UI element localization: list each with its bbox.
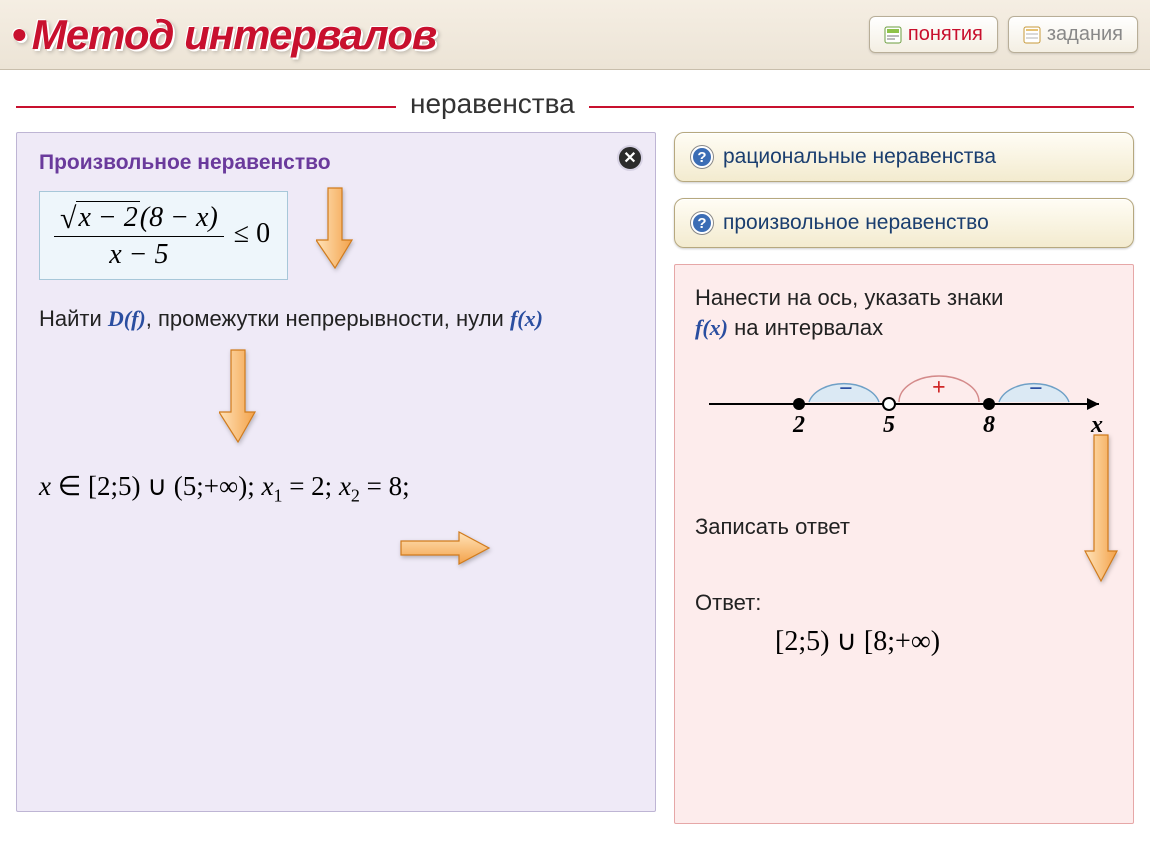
step1-prefix: Найти bbox=[39, 306, 108, 331]
right-column: ? рациональные неравенства ? произвольно… bbox=[674, 132, 1134, 824]
tasks-button[interactable]: задания bbox=[1008, 16, 1138, 53]
answer-value: [2;5) ∪ [8;+∞) bbox=[775, 624, 1115, 658]
inequality-formula: x − 2(8 − x) x − 5 ≤ 0 bbox=[39, 191, 288, 280]
arrow-down-icon bbox=[316, 186, 354, 275]
step-write-answer: Записать ответ bbox=[695, 512, 1115, 542]
arrow-down-2-wrap bbox=[219, 348, 635, 449]
close-icon: ✕ bbox=[623, 148, 636, 168]
formula-relation: ≤ 0 bbox=[231, 218, 273, 249]
svg-text:−: − bbox=[839, 376, 853, 402]
header-bar: •Метод интервалов понятия задания bbox=[0, 0, 1150, 70]
formula-factor: (8 − x) bbox=[140, 202, 218, 233]
nav-rational-label: рациональные неравенства bbox=[723, 145, 996, 169]
plot-suffix: на интервалах bbox=[728, 315, 883, 340]
formula-denominator: x − 5 bbox=[54, 237, 224, 271]
svg-text:8: 8 bbox=[983, 412, 995, 438]
page-title: •Метод интервалов bbox=[12, 11, 859, 59]
nav-arbitrary-label: произвольное неравенство bbox=[723, 211, 989, 235]
sqrt-radicand: x − 2 bbox=[76, 201, 139, 233]
svg-text:2: 2 bbox=[792, 412, 805, 438]
step1-df: D(f) bbox=[108, 306, 146, 331]
arrow-down-3-wrap bbox=[1083, 433, 1119, 588]
title-bullet-icon: • bbox=[12, 11, 26, 58]
plot-fx: f(x) bbox=[695, 315, 728, 340]
problem-panel: ✕ Произвольное неравенство x − 2(8 − x) … bbox=[16, 132, 656, 812]
problem-title: Произвольное неравенство bbox=[39, 151, 635, 175]
step1-fx: f(x) bbox=[510, 306, 543, 331]
svg-text:−: − bbox=[1029, 376, 1043, 402]
tasks-icon bbox=[1023, 26, 1041, 44]
concepts-icon bbox=[884, 26, 902, 44]
arrow-right-wrap bbox=[399, 530, 635, 571]
left-column: ✕ Произвольное неравенство x − 2(8 − x) … bbox=[16, 132, 656, 824]
arrow-right-icon bbox=[399, 530, 491, 571]
help-icon-2: ? bbox=[691, 212, 713, 234]
work-area: ✕ Произвольное неравенство x − 2(8 − x) … bbox=[0, 132, 1150, 840]
step-find-domain: Найти D(f), промежутки непрерывности, ну… bbox=[39, 304, 635, 334]
number-line: − + − 2 5 8 x bbox=[699, 362, 1111, 452]
section-divider: неравенства bbox=[16, 88, 1134, 122]
step1-mid: , промежутки непрерывности, нули bbox=[146, 306, 510, 331]
step-plot-axis: Нанести на ось, указать знаки f(x) на ин… bbox=[695, 283, 1115, 342]
concepts-button[interactable]: понятия bbox=[869, 16, 998, 53]
title-text: Метод интервалов bbox=[32, 11, 437, 58]
help-icon: ? bbox=[691, 146, 713, 168]
svg-text:+: + bbox=[932, 375, 946, 401]
tasks-label: задания bbox=[1047, 23, 1123, 46]
concepts-label: понятия bbox=[908, 23, 983, 46]
plot-line1: Нанести на ось, указать знаки bbox=[695, 285, 1003, 310]
answer-label: Ответ: bbox=[695, 588, 1115, 618]
domain-result: x ∈ [2;5) ∪ (5;+∞); x1 = 2; x2 = 8; bbox=[39, 471, 635, 506]
solution-panel: Нанести на ось, указать знаки f(x) на ин… bbox=[674, 264, 1134, 824]
arrow-down-icon-2 bbox=[219, 348, 257, 449]
arrow-down-icon-3 bbox=[1083, 433, 1119, 588]
section-label: неравенства bbox=[396, 88, 589, 120]
svg-text:5: 5 bbox=[883, 412, 895, 438]
nav-rational-inequalities[interactable]: ? рациональные неравенства bbox=[674, 132, 1134, 182]
nav-arbitrary-inequality[interactable]: ? произвольное неравенство bbox=[674, 198, 1134, 248]
close-button[interactable]: ✕ bbox=[617, 145, 643, 171]
